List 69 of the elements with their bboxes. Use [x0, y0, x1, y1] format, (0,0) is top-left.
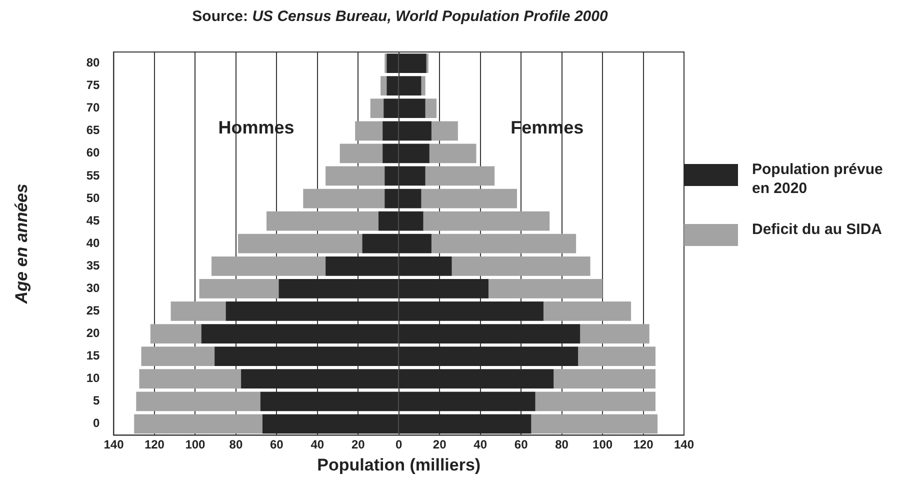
x-tick-label: 120: [633, 438, 654, 452]
bar: [425, 166, 495, 186]
y-tick-label: 10: [86, 371, 100, 386]
x-tick-label: 60: [270, 438, 284, 452]
x-tick-label: 80: [555, 438, 569, 452]
bar: [423, 211, 550, 231]
bar: [266, 211, 379, 231]
bar: [141, 346, 215, 366]
bar: [303, 188, 385, 208]
x-tick-label: 20: [351, 438, 366, 452]
x-tick-label: 40: [310, 438, 324, 452]
bar: [326, 166, 385, 186]
x-tick-label: 60: [514, 438, 528, 452]
y-tick-label: 40: [86, 236, 100, 250]
y-axis-title: Age en années: [12, 184, 31, 305]
y-tick-label: 15: [86, 348, 100, 363]
bar: [421, 188, 517, 208]
y-tick-label: 65: [86, 123, 100, 138]
bar: [452, 256, 590, 276]
x-axis-title: Population (milliers): [317, 455, 481, 474]
bar: [238, 234, 362, 254]
bar: [199, 278, 279, 298]
legend-label: Deficit du au SIDA: [752, 220, 884, 239]
bar: [429, 144, 476, 164]
x-tick-label: 80: [229, 438, 243, 452]
bar: [355, 121, 383, 141]
bar: [578, 346, 656, 366]
y-tick-label: 75: [86, 78, 100, 92]
y-tick-label: 20: [86, 326, 100, 340]
x-tick-label: 20: [432, 438, 447, 452]
y-tick-label: 80: [86, 56, 100, 70]
bar: [340, 144, 383, 164]
x-tick-label: 40: [474, 438, 488, 452]
bar: [380, 76, 387, 96]
bar: [170, 302, 226, 321]
y-tick-label: 5: [93, 394, 100, 408]
y-tick-label: 60: [86, 146, 100, 160]
legend-label: Population prévue en 2020: [752, 160, 884, 198]
bar: [139, 369, 242, 389]
y-tick-label: 0: [93, 416, 100, 430]
y-tick-label: 70: [86, 100, 100, 115]
x-tick-label: 120: [144, 438, 165, 452]
bar: [535, 392, 656, 412]
bar: [431, 121, 458, 141]
x-tick-label: 140: [104, 438, 124, 452]
x-tick-label: 100: [185, 438, 206, 452]
x-tick-label: 100: [592, 438, 613, 452]
bar: [488, 278, 603, 298]
y-tick-label: 35: [86, 258, 100, 272]
chart-title: Source: US Census Bureau, World Population Profile 2000: [191, 8, 609, 25]
bar: [150, 324, 202, 344]
bar: [554, 369, 656, 389]
y-tick-label: 30: [86, 280, 100, 295]
bar: [431, 234, 576, 254]
y-tick-label: 25: [86, 304, 100, 318]
bar: [531, 414, 658, 434]
y-tick-label: 50: [86, 190, 100, 205]
bar: [212, 256, 326, 276]
bar: [543, 302, 632, 321]
bar: [370, 98, 384, 118]
x-tick-label: 0: [396, 438, 403, 452]
x-tick-label: 140: [674, 438, 694, 452]
bar: [421, 76, 426, 96]
y-tick-label: 45: [86, 213, 100, 228]
bar: [136, 392, 260, 412]
y-tick-label: 55: [86, 168, 100, 182]
bar: [425, 98, 437, 118]
bar: [134, 414, 262, 434]
bar: [580, 324, 650, 344]
